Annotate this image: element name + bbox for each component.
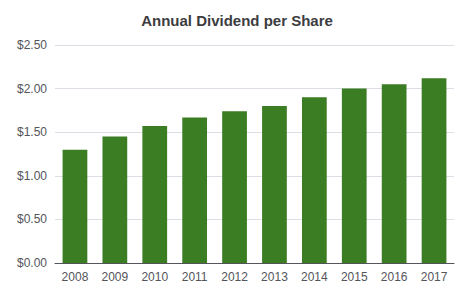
svg-text:$2.50: $2.50 [17, 38, 47, 52]
svg-text:2016: 2016 [381, 270, 408, 284]
svg-text:2013: 2013 [261, 270, 288, 284]
svg-text:$2.00: $2.00 [17, 82, 47, 96]
svg-text:2010: 2010 [141, 270, 168, 284]
svg-text:$1.50: $1.50 [17, 125, 47, 139]
svg-text:2012: 2012 [221, 270, 248, 284]
svg-text:2008: 2008 [62, 270, 89, 284]
svg-text:2017: 2017 [421, 270, 448, 284]
svg-text:$0.50: $0.50 [17, 212, 47, 226]
svg-text:$1.00: $1.00 [17, 169, 47, 183]
svg-text:2009: 2009 [101, 270, 128, 284]
svg-text:2015: 2015 [341, 270, 368, 284]
svg-text:Annual Dividend per Share: Annual Dividend per Share [141, 12, 333, 29]
svg-text:2011: 2011 [182, 270, 208, 284]
svg-text:2014: 2014 [301, 270, 328, 284]
svg-text:$0.00: $0.00 [17, 256, 47, 270]
